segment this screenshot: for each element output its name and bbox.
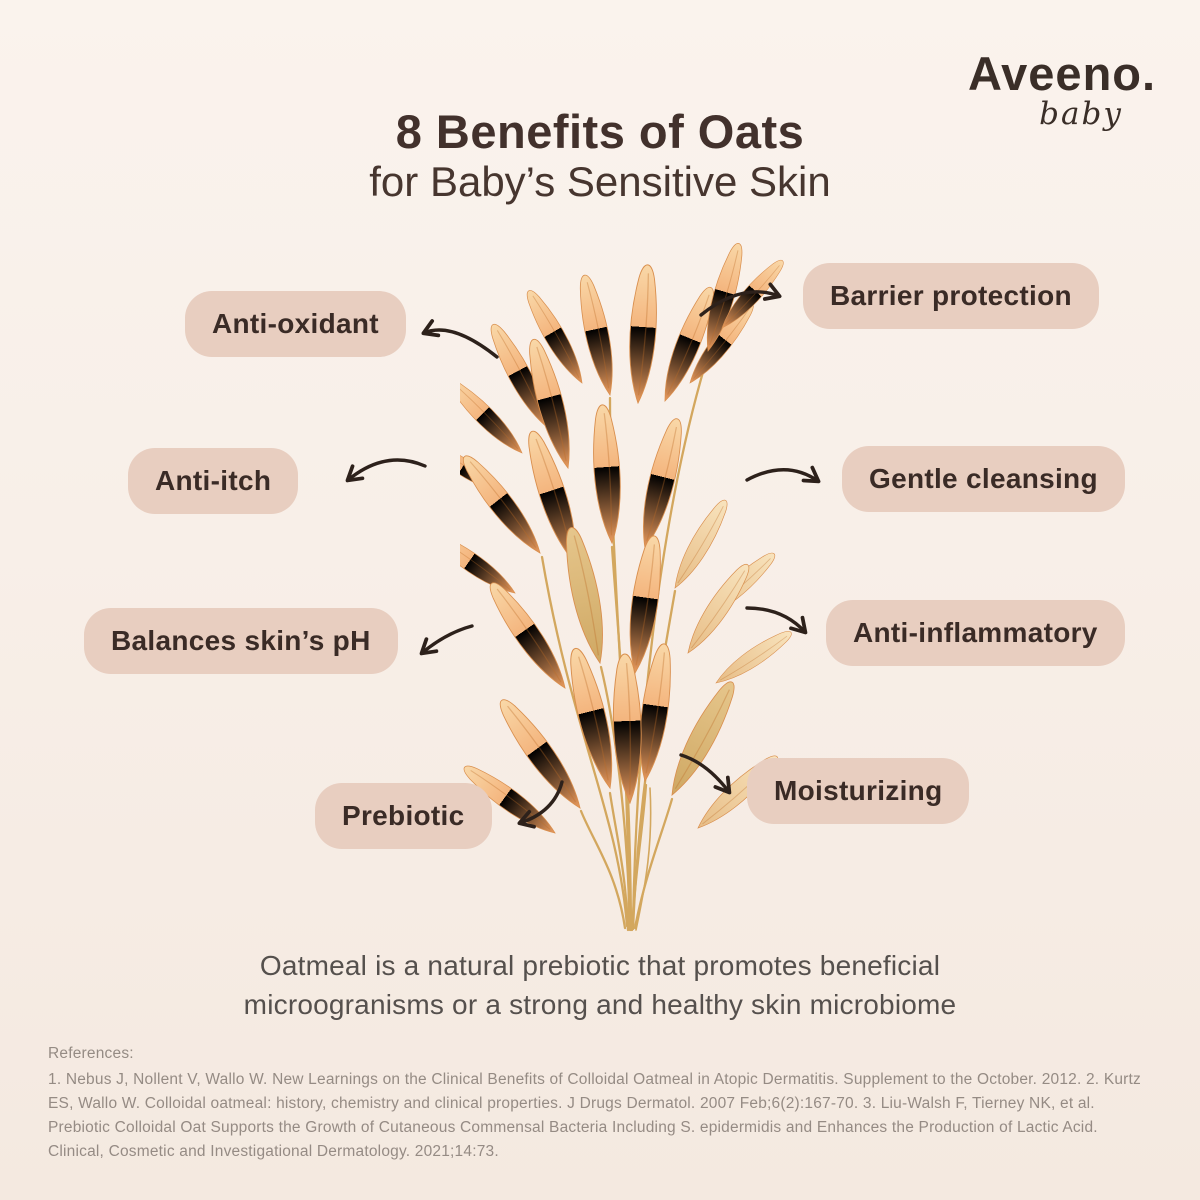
brand-sub-label: baby [1039, 96, 1123, 132]
page-title: 8 Benefits of Oats for Baby’s Sensitive … [0, 106, 1200, 206]
benefit-label: Anti-oxidant [212, 308, 379, 339]
benefit-label: Gentle cleansing [869, 463, 1098, 494]
references-heading: References: [48, 1045, 134, 1062]
benefit-pill-balances-ph: Balances skin’s pH [84, 608, 398, 674]
benefit-pill-anti-oxidant: Anti-oxidant [185, 291, 406, 357]
footnote-text: Oatmeal is a natural prebiotic that prom… [243, 950, 957, 1021]
benefit-pill-barrier-protection: Barrier protection [803, 263, 1099, 329]
benefit-label: Balances skin’s pH [111, 625, 371, 656]
benefit-pill-anti-itch: Anti-itch [128, 448, 299, 514]
arrow-anti-itch [345, 458, 427, 483]
title-line1: 8 Benefits of Oats [395, 105, 805, 158]
benefit-label: Moisturizing [774, 775, 943, 806]
benefit-pill-gentle-cleansing: Gentle cleansing [842, 446, 1125, 512]
brand-logo: Aveeno. baby [962, 50, 1162, 130]
references: References: 1. Nebus J, Nollent V, Wallo… [48, 1042, 1158, 1164]
benefit-pill-anti-inflammatory: Anti-inflammatory [826, 600, 1125, 666]
footnote: Oatmeal is a natural prebiotic that prom… [0, 946, 1200, 1024]
benefit-label: Barrier protection [830, 280, 1072, 311]
benefit-label: Anti-itch [155, 465, 272, 496]
benefit-pill-prebiotic: Prebiotic [315, 783, 492, 849]
brand-name: Aveeno. [967, 47, 1157, 100]
benefit-pill-moisturizing: Moisturizing [747, 758, 970, 824]
benefit-label: Anti-inflammatory [853, 617, 1098, 648]
benefit-label: Prebiotic [342, 800, 465, 831]
references-text: 1. Nebus J, Nollent V, Wallo W. New Lear… [48, 1071, 1141, 1161]
title-line2: for Baby’s Sensitive Skin [369, 157, 831, 205]
oat-plant-illustration [460, 240, 797, 932]
